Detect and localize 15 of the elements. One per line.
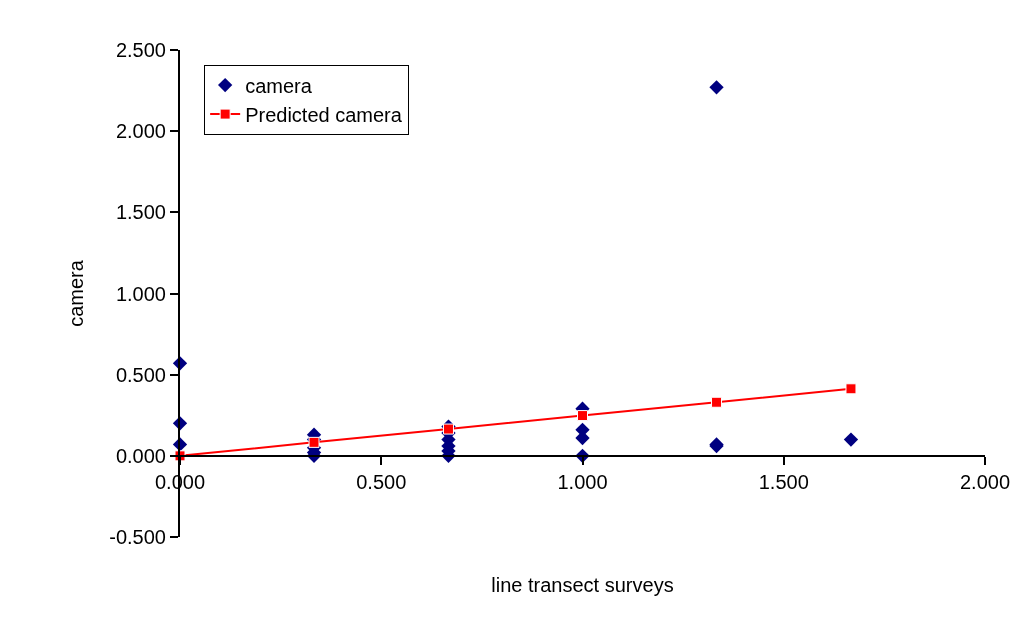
x-tick-label: 1.500	[758, 470, 809, 493]
x-tick-label: 0.500	[356, 470, 407, 493]
legend-label: camera	[245, 74, 313, 97]
y-tick-label: 0.000	[115, 444, 166, 467]
y-tick-label: 1.500	[115, 201, 166, 224]
y-tick-label: -0.500	[109, 526, 166, 548]
x-tick-label: 1.000	[557, 470, 608, 493]
y-tick-label: 1.000	[115, 282, 166, 305]
y-axis-title: camera	[65, 259, 88, 327]
x-axis-title: line transect surveys	[491, 573, 674, 596]
legend-label: Predicted camera	[245, 103, 403, 126]
y-tick-label: 2.000	[115, 120, 166, 143]
y-tick-label: 0.500	[115, 363, 166, 386]
x-tick-label: 2.000	[959, 470, 1011, 493]
y-tick-label: 2.500	[115, 39, 166, 61]
